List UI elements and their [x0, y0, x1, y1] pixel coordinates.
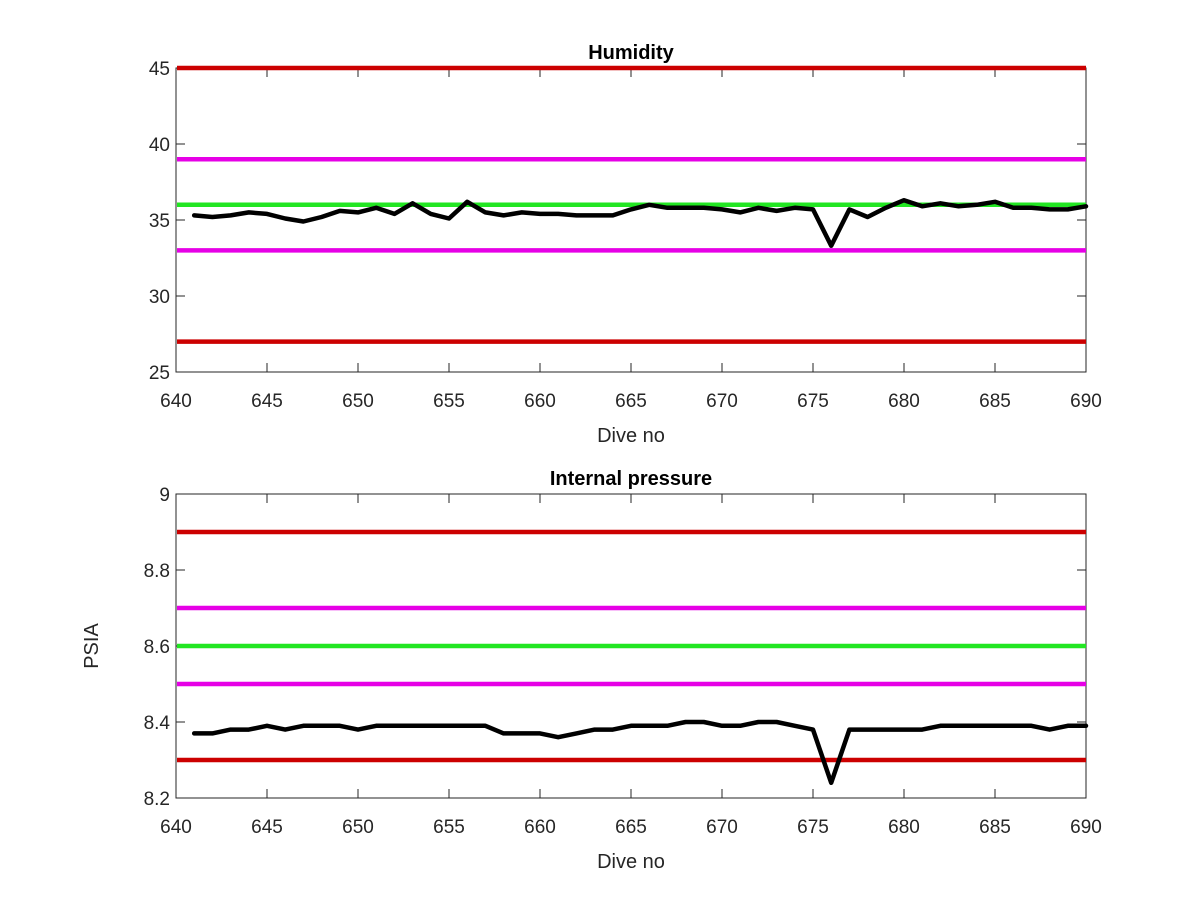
- humidity-panel: 640 645 650 655 660 665 670 675 680 685 690 25 30 35 4…: [149, 42, 1102, 447]
- x-tick-label: 650: [342, 817, 374, 838]
- x-tick-label: 670: [706, 391, 738, 412]
- x-tick-label: 650: [342, 391, 374, 412]
- x-tick-label: 680: [888, 391, 920, 412]
- y-tick-label: 9: [159, 485, 170, 506]
- x-axis-label: Dive no: [597, 851, 665, 873]
- y-tick-label: 30: [149, 287, 170, 308]
- data-series-line: [191, 719, 1089, 786]
- x-tick-label: 680: [888, 817, 920, 838]
- y-tick-label: 8.8: [144, 561, 170, 582]
- x-tick-label: 640: [160, 817, 192, 838]
- y-tick-label: 45: [149, 59, 170, 80]
- x-tick-label: 655: [433, 817, 465, 838]
- x-tick-label: 645: [251, 817, 283, 838]
- x-tick-label: 665: [615, 817, 647, 838]
- x-tick-label: 660: [524, 817, 556, 838]
- y-tick-label: 25: [149, 363, 170, 384]
- y-tick-label: 8.4: [144, 713, 171, 734]
- x-tick-label: 690: [1070, 817, 1102, 838]
- y-tick-label: 8.2: [144, 789, 170, 810]
- y-tick-label: 40: [149, 135, 170, 156]
- x-tick-label: 660: [524, 391, 556, 412]
- x-tick-label: 685: [979, 391, 1011, 412]
- plot-area: [175, 67, 1087, 373]
- x-tick-label: 675: [797, 391, 829, 412]
- x-tick-label: 670: [706, 817, 738, 838]
- x-tick-label: 645: [251, 391, 283, 412]
- x-tick-label: 675: [797, 817, 829, 838]
- internal-pressure-panel: 640 645 650 655 660 665 670 675 680 685 690 8.2 8.4 8…: [81, 468, 1102, 873]
- data-series-line: [191, 197, 1089, 249]
- x-tick-label: 690: [1070, 391, 1102, 412]
- x-tick-label: 665: [615, 391, 647, 412]
- y-tick-label: 35: [149, 211, 170, 232]
- x-axis-label: Dive no: [597, 425, 665, 447]
- x-tick-label: 640: [160, 391, 192, 412]
- chart-title: Internal pressure: [550, 468, 712, 490]
- chart-title: Humidity: [588, 42, 674, 64]
- x-tick-label: 685: [979, 817, 1011, 838]
- y-tick-label: 8.6: [144, 637, 170, 658]
- x-tick-label: 655: [433, 391, 465, 412]
- y-axis-label: PSIA: [81, 623, 103, 669]
